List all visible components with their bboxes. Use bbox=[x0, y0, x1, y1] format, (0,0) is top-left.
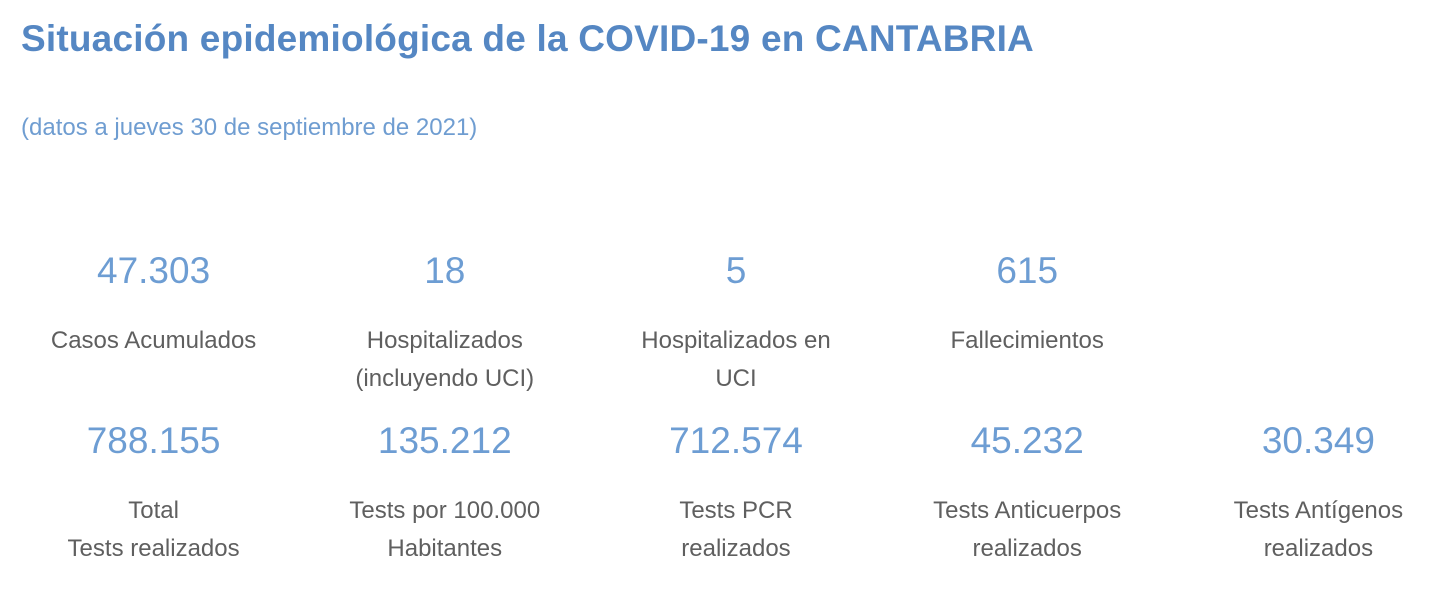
kpi-value: 135.212 bbox=[377, 420, 512, 461]
kpi-value: 47.303 bbox=[97, 250, 211, 291]
kpi-card: 135.212 Tests por 100.000 Habitantes bbox=[299, 422, 590, 592]
kpi-grid: 47.303 Casos Acumulados 18 Hospitalizados (i… bbox=[8, 252, 1444, 592]
page-title: Situación epidemiológica de la COVID-19 … bbox=[21, 18, 1034, 59]
kpi-label-line: Tests realizados bbox=[67, 535, 240, 562]
kpi-label-line: Hospitalizados en bbox=[641, 327, 831, 354]
kpi-label: Casos Acumulados bbox=[8, 322, 299, 360]
kpi-row: 47.303 Casos Acumulados 18 Hospitalizados (i… bbox=[8, 252, 1444, 422]
kpi-value: 615 bbox=[996, 250, 1059, 291]
kpi-card: 47.303 Casos Acumulados bbox=[8, 252, 299, 422]
kpi-card: 788.155 Total Tests realizados bbox=[8, 422, 299, 592]
kpi-label-line: Tests PCR bbox=[679, 497, 793, 524]
kpi-value: 712.574 bbox=[669, 420, 803, 461]
kpi-card: 615 Fallecimientos bbox=[882, 252, 1173, 422]
kpi-label-line: Tests por 100.000 bbox=[349, 497, 541, 524]
kpi-label: Hospitalizados en UCI bbox=[590, 322, 881, 398]
kpi-label-line: Fallecimientos bbox=[950, 327, 1104, 354]
kpi-value: 30.349 bbox=[1261, 420, 1375, 461]
kpi-row: 788.155 Total Tests realizados 135.212 Tests… bbox=[8, 422, 1444, 592]
kpi-label: Tests Antígenos realizados bbox=[1173, 492, 1444, 568]
kpi-label: Tests Anticuerpos realizados bbox=[882, 492, 1173, 568]
kpi-card: 18 Hospitalizados (incluyendo UCI) bbox=[299, 252, 590, 422]
kpi-card: 45.232 Tests Anticuerpos realizados bbox=[882, 422, 1173, 592]
kpi-value: 788.155 bbox=[86, 420, 221, 461]
kpi-label: Tests por 100.000 Habitantes bbox=[299, 492, 590, 568]
kpi-label-line: (incluyendo UCI) bbox=[355, 365, 535, 392]
kpi-label: Fallecimientos bbox=[882, 322, 1173, 360]
kpi-label-line: Tests Antígenos bbox=[1233, 497, 1404, 524]
kpi-label: Tests PCR realizados bbox=[590, 492, 881, 568]
page-subtitle: (datos a jueves 30 de septiembre de 2021… bbox=[21, 114, 478, 141]
kpi-value: 45.232 bbox=[970, 420, 1084, 461]
kpi-label-line: Tests Anticuerpos bbox=[933, 497, 1122, 524]
kpi-label-line: realizados bbox=[972, 535, 1082, 562]
kpi-label-line: Total bbox=[128, 497, 179, 524]
kpi-card: 712.574 Tests PCR realizados bbox=[590, 422, 881, 592]
kpi-label: Hospitalizados (incluyendo UCI) bbox=[299, 322, 590, 398]
kpi-label-line: UCI bbox=[715, 365, 757, 392]
kpi-value: 5 bbox=[725, 250, 747, 291]
kpi-label-line: realizados bbox=[681, 535, 791, 562]
kpi-label-line: Hospitalizados bbox=[366, 327, 523, 354]
kpi-card: 30.349 Tests Antígenos realizados bbox=[1173, 422, 1444, 592]
kpi-label: Total Tests realizados bbox=[8, 492, 299, 568]
kpi-value: 18 bbox=[424, 250, 466, 291]
kpi-label-line: Casos Acumulados bbox=[50, 327, 257, 354]
kpi-label-line: realizados bbox=[1263, 535, 1374, 562]
kpi-card: 5 Hospitalizados en UCI bbox=[590, 252, 881, 422]
kpi-label-line: Habitantes bbox=[387, 535, 503, 562]
